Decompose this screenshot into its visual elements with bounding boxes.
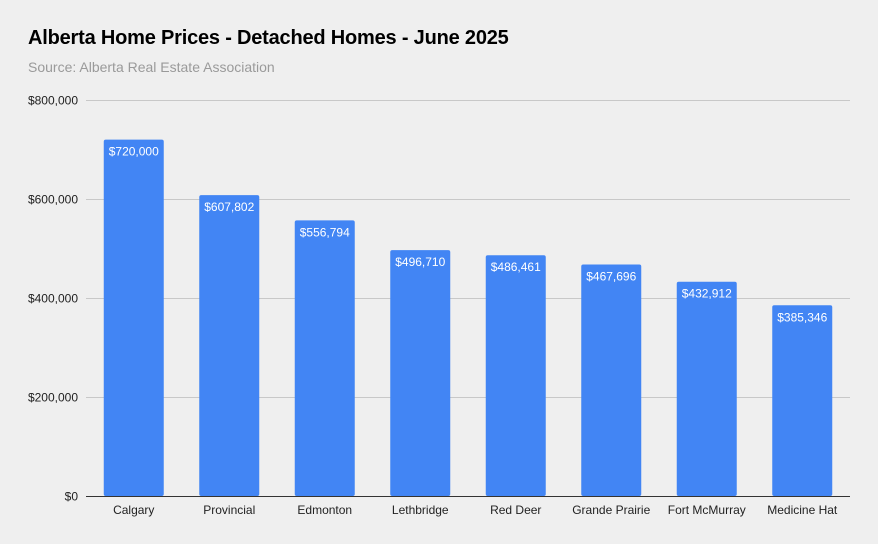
data-label: $556,794	[300, 225, 350, 239]
bar	[294, 220, 355, 496]
data-label: $432,912	[682, 287, 732, 301]
x-tick-label: Grande Prairie	[572, 503, 650, 517]
chart-title: Alberta Home Prices - Detached Homes - J…	[28, 27, 509, 49]
bars: $720,000 $607,802 $556,794 $496,710 $486,461…	[103, 139, 833, 497]
data-label: $607,802	[204, 200, 254, 214]
bar-group: $607,802	[199, 195, 260, 497]
bar-group: $720,000	[103, 139, 164, 496]
bar	[676, 281, 737, 496]
y-tick-label: $400,000	[28, 292, 78, 306]
x-tick-label: Edmonton	[297, 503, 352, 517]
x-tick-label: Lethbridge	[392, 503, 449, 517]
bar-group: $486,461	[485, 255, 546, 496]
bar-group: $556,794	[294, 220, 355, 496]
y-tick-label: $600,000	[28, 193, 78, 207]
x-axis-ticks: Calgary Provincial Edmonton Lethbridge Red D…	[113, 503, 838, 517]
data-label: $486,461	[491, 260, 541, 274]
bar-group: $467,696	[581, 264, 642, 496]
bar-group: $432,912	[676, 281, 737, 496]
data-label: $496,710	[395, 255, 445, 269]
bar	[772, 305, 833, 496]
bar-group: $496,710	[390, 250, 451, 496]
data-label: $385,346	[777, 310, 827, 324]
bar	[581, 264, 642, 496]
data-label: $720,000	[109, 145, 159, 159]
chart-subtitle: Source: Alberta Real Estate Association	[28, 59, 275, 75]
x-tick-label: Calgary	[113, 503, 154, 517]
y-tick-label: $200,000	[28, 391, 78, 405]
x-tick-label: Red Deer	[490, 503, 541, 517]
x-tick-label: Provincial	[203, 503, 255, 517]
data-label: $467,696	[586, 269, 636, 283]
x-tick-label: Medicine Hat	[767, 503, 838, 517]
bar	[103, 139, 164, 496]
bar-group: $385,346	[772, 305, 833, 496]
bar	[390, 250, 451, 496]
y-tick-label: $800,000	[28, 94, 78, 108]
y-axis-ticks: $0 $200,000 $400,000 $600,000 $800,000	[28, 94, 78, 504]
y-tick-label: $0	[65, 490, 79, 504]
bar	[485, 255, 546, 496]
x-tick-label: Fort McMurray	[668, 503, 746, 517]
bar	[199, 195, 260, 497]
